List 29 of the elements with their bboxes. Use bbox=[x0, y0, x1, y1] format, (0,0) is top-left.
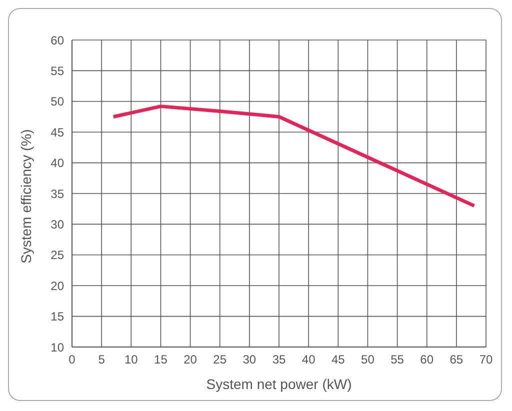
x-tick-label: 5 bbox=[98, 352, 106, 367]
x-tick-label: 55 bbox=[390, 352, 404, 367]
x-tick-label: 45 bbox=[331, 352, 346, 367]
x-axis-title: System net power (kW) bbox=[206, 376, 352, 392]
y-tick-label: 25 bbox=[50, 248, 64, 262]
x-tick-label: 35 bbox=[272, 352, 286, 367]
y-tick-label: 30 bbox=[50, 217, 64, 232]
x-tick-label: 40 bbox=[302, 352, 316, 367]
y-axis-title: System efficiency (%) bbox=[18, 129, 34, 264]
y-tick-label: 40 bbox=[50, 156, 64, 170]
x-tick-label: 60 bbox=[420, 352, 434, 367]
y-tick-label: 10 bbox=[50, 340, 64, 354]
x-tick-label: 20 bbox=[184, 352, 198, 367]
y-tick-label: 50 bbox=[50, 94, 64, 109]
line-series bbox=[112, 104, 476, 208]
x-tick-label: 15 bbox=[154, 352, 168, 367]
y-tick-label: 60 bbox=[50, 33, 64, 48]
y-tick-label: 55 bbox=[50, 64, 64, 78]
y-tick-label: 45 bbox=[50, 125, 64, 140]
x-tick-label: 25 bbox=[213, 352, 227, 367]
y-tick-label: 35 bbox=[50, 186, 64, 201]
x-tick-label: 70 bbox=[479, 352, 493, 367]
y-tick-label: 15 bbox=[50, 310, 64, 324]
y-tick-label: 20 bbox=[50, 278, 64, 293]
x-tick-label: 30 bbox=[242, 352, 256, 367]
x-tick-label: 50 bbox=[361, 352, 375, 367]
x-tick-label: 10 bbox=[124, 352, 138, 367]
x-tick-label: 0 bbox=[68, 352, 76, 367]
x-tick-label: 65 bbox=[450, 352, 464, 367]
